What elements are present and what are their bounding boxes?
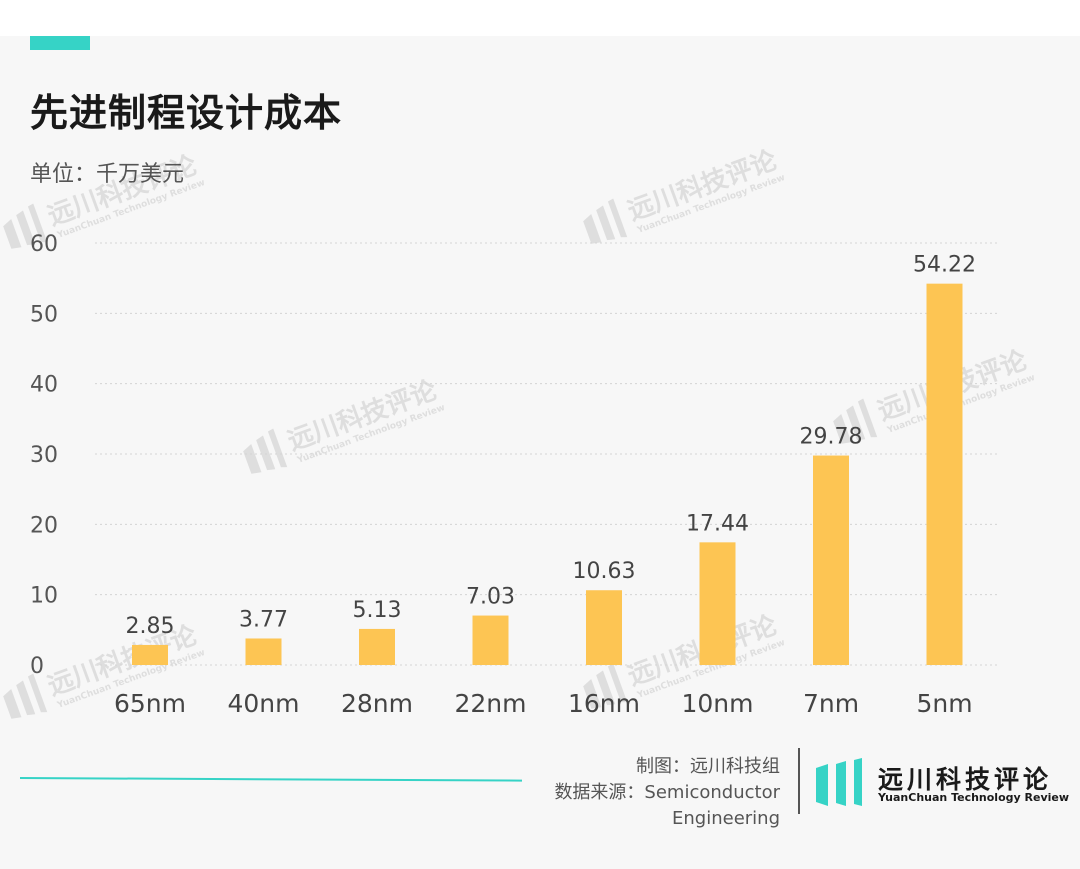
gridlines (95, 242, 1000, 666)
bar-value-label: 2.85 (126, 614, 175, 639)
x-tick-label: 16nm (568, 689, 640, 718)
source-credit-line2: Engineering (672, 808, 780, 829)
y-tick-label: 10 (30, 584, 58, 609)
bar (586, 590, 622, 665)
watermark-mark-icon (256, 435, 276, 471)
x-tick-label: 7nm (803, 689, 859, 718)
x-tick-label: 5nm (916, 689, 972, 718)
maker-credit: 制图：远川科技组 (636, 756, 780, 777)
x-tick-label: 40nm (227, 689, 299, 718)
watermark-mark-icon (846, 405, 866, 441)
bar-value-label: 54.22 (913, 253, 976, 278)
watermark-mark-icon (833, 414, 852, 444)
x-tick-label: 28nm (341, 689, 413, 718)
watermark-mark-icon (16, 680, 36, 716)
y-tick-label: 50 (30, 302, 58, 327)
watermark-mark-icon (3, 219, 22, 249)
x-tick-label: 65nm (114, 689, 186, 718)
y-axis-ticks: 0 10 20 30 40 50 60 (30, 232, 58, 679)
source-credit-line1: 数据来源：Semiconductor (554, 782, 780, 803)
x-tick-label: 22nm (454, 689, 526, 718)
watermark-mark-icon (27, 673, 48, 713)
bar-value-label: 3.77 (239, 607, 288, 632)
bar (245, 638, 282, 665)
watermark-mark-icon (857, 398, 878, 438)
watermark-mark-icon (596, 670, 616, 706)
watermark-mark-icon (16, 210, 36, 246)
bar (699, 542, 736, 665)
logo-wordmark-en: YuanChuan Technology Review (878, 791, 1070, 804)
y-tick-label: 40 (30, 373, 58, 398)
chart-subtitle: 单位：千万美元 (30, 162, 185, 187)
watermark-mark-icon (607, 663, 628, 703)
watermark-mark-icon (583, 214, 602, 244)
watermark-mark-icon (3, 689, 22, 719)
bar-value-label: 10.63 (573, 559, 636, 584)
bar (359, 628, 395, 665)
y-tick-label: 60 (30, 232, 58, 257)
watermark-mark-icon (267, 428, 288, 468)
watermark-mark-icon (243, 444, 262, 474)
bar-value-label: 17.44 (686, 511, 749, 536)
value-labels: 2.85 3.77 5.13 7.03 10.63 17.44 29.78 54.22 (126, 253, 976, 639)
y-tick-label: 0 (30, 654, 44, 679)
chart-title: 先进制程设计成本 (30, 91, 343, 135)
bar (472, 615, 509, 665)
watermark-mark-icon (27, 203, 48, 243)
credits: 制图：远川科技组 数据来源：Semiconductor Engineering (460, 754, 780, 832)
bar-value-label: 29.78 (800, 425, 863, 450)
logo-mark-icon (816, 758, 862, 806)
bar-value-label: 5.13 (353, 598, 402, 623)
bar (813, 455, 849, 665)
y-tick-label: 20 (30, 513, 58, 538)
bar (926, 283, 963, 665)
watermark-mark-icon (607, 198, 628, 238)
footer-separator (798, 748, 800, 814)
logo-wordmark-cn: 远川科技评论 (878, 765, 1053, 794)
accent-bar (30, 36, 90, 50)
chart-card (0, 36, 1080, 869)
x-axis-labels: 65nm 40nm 28nm 22nm 16nm 10nm 7nm 5nm (114, 689, 973, 718)
bars (132, 283, 963, 665)
watermark-mark-icon (596, 205, 616, 241)
x-tick-label: 10nm (681, 689, 753, 718)
watermark-mark-icon (583, 679, 602, 709)
bar (132, 644, 168, 665)
y-tick-label: 30 (30, 443, 58, 468)
bar-value-label: 7.03 (466, 585, 515, 610)
